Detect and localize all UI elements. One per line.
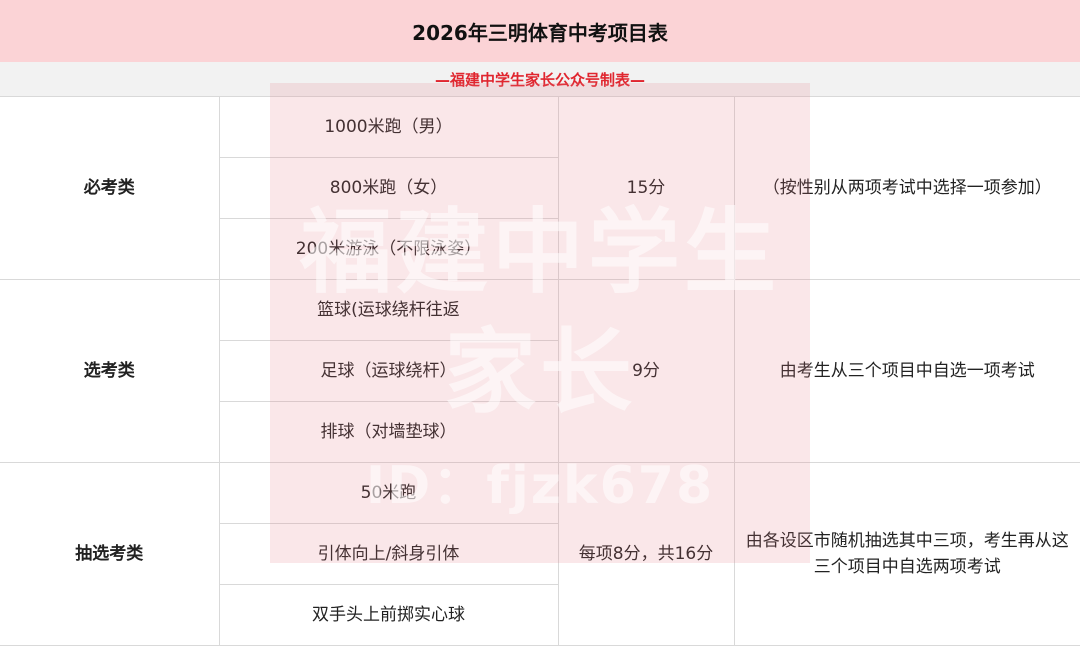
score-cell: 每项8分，共16分 — [557, 462, 735, 646]
note-cell: 由各设区市随机抽选其中三项，考生再从这三个项目中自选两项考试 — [733, 462, 1080, 646]
category-cell: 必考类 — [0, 96, 220, 280]
category-cell: 选考类 — [0, 279, 220, 463]
note-cell: 由考生从三个项目中自选一项考试 — [733, 279, 1080, 463]
item-cell: 引体向上/斜身引体 — [219, 523, 558, 585]
item-cell: 1000米跑（男） — [218, 96, 559, 158]
item-cell: 200米游泳（不限泳姿） — [219, 218, 558, 280]
table-subtitle: —福建中学生家长公众号制表— — [0, 62, 1080, 97]
note-cell: （按性别从两项考试中选择一项参加） — [733, 96, 1080, 280]
item-cell: 800米跑（女） — [219, 157, 558, 219]
category-cell: 抽选考类 — [0, 462, 220, 646]
table-row: 抽选考类 50米跑 每项8分，共16分 由各设区市随机抽选其中三项，考生再从这三… — [0, 462, 1080, 646]
score-cell: 9分 — [557, 279, 735, 463]
table-row: 200米游泳（不限泳姿） — [0, 218, 1080, 280]
score-cell: 15分 — [557, 96, 735, 280]
item-cell: 排球（对墙垫球） — [219, 401, 558, 463]
table-row: 双手头上前掷实心球 — [0, 584, 1080, 646]
table-row: 800米跑（女） — [0, 157, 1080, 219]
item-cell: 篮球(运球绕杆往返 — [218, 279, 559, 341]
exam-items-table: 必考类 1000米跑（男） 15分 （按性别从两项考试中选择一项参加） 800米… — [0, 96, 1080, 646]
table-row: 必考类 1000米跑（男） 15分 （按性别从两项考试中选择一项参加） — [0, 96, 1080, 280]
item-cell: 双手头上前掷实心球 — [219, 584, 558, 646]
item-cell: 50米跑 — [218, 462, 559, 524]
table-row: 选考类 篮球(运球绕杆往返 9分 由考生从三个项目中自选一项考试 — [0, 279, 1080, 463]
item-cell: 足球（运球绕杆） — [219, 340, 558, 402]
table-title: 2026年三明体育中考项目表 — [0, 0, 1080, 63]
